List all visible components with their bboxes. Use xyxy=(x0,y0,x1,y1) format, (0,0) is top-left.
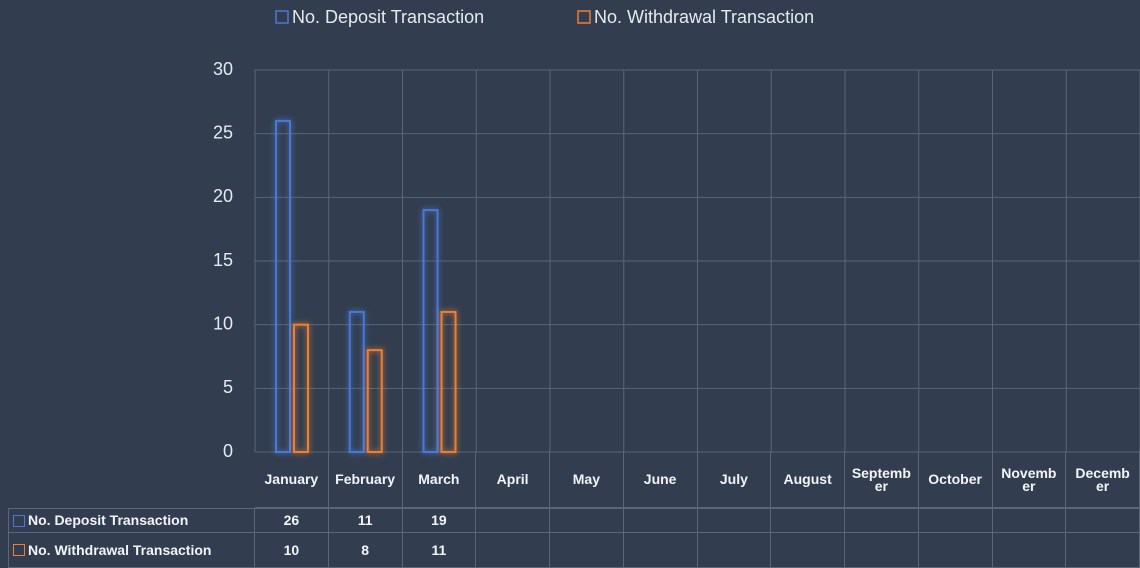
table-value xyxy=(771,508,845,533)
y-tick-label: 15 xyxy=(213,250,233,270)
table-category: December xyxy=(1066,452,1140,508)
table-value xyxy=(918,533,993,568)
table-value: 10 xyxy=(255,533,329,568)
table-category: October xyxy=(918,452,993,508)
table-value xyxy=(623,508,698,533)
table-series-name: No. Deposit Transaction xyxy=(28,512,189,528)
legend-label: No. Deposit Transaction xyxy=(292,7,484,27)
table-row-label: No. Deposit Transaction xyxy=(8,508,255,533)
table-value xyxy=(845,533,919,568)
y-tick-label: 30 xyxy=(213,59,233,79)
y-tick-label: 20 xyxy=(213,186,233,206)
table-category: April xyxy=(476,452,550,508)
table-category: January xyxy=(255,452,329,508)
bar xyxy=(422,209,439,453)
table-swatch xyxy=(13,514,25,527)
legend-swatch xyxy=(577,10,591,24)
bar xyxy=(293,323,309,453)
table-value xyxy=(697,533,772,568)
table-category: November xyxy=(992,452,1067,508)
table-category: March xyxy=(402,452,477,508)
table-value xyxy=(476,533,550,568)
table-value xyxy=(476,508,550,533)
table-value xyxy=(550,508,624,533)
table-value xyxy=(550,533,624,568)
table-category: May xyxy=(550,452,624,508)
table-value xyxy=(771,533,845,568)
table-row-label: No. Withdrawal Transaction xyxy=(8,533,255,568)
table-value: 19 xyxy=(402,508,477,533)
y-tick-label: 10 xyxy=(213,313,233,333)
table-swatch xyxy=(13,544,25,556)
table-value xyxy=(992,533,1067,568)
bar xyxy=(275,119,291,454)
table-value xyxy=(1066,533,1140,568)
table-value: 11 xyxy=(402,533,477,568)
y-tick-label: 25 xyxy=(213,122,233,142)
table-category: June xyxy=(623,452,698,508)
y-tick-label: 0 xyxy=(223,441,233,461)
table-value: 11 xyxy=(328,508,403,533)
table-category: September xyxy=(845,452,919,508)
bar xyxy=(348,310,365,453)
table-series-name: No. Withdrawal Transaction xyxy=(28,541,212,558)
y-tick-label: 5 xyxy=(223,377,233,397)
table-value: 8 xyxy=(328,533,403,568)
legend-swatch xyxy=(275,10,289,24)
table-value xyxy=(1066,508,1140,533)
table-value: 26 xyxy=(255,508,329,533)
legend-label: No. Withdrawal Transaction xyxy=(594,7,814,27)
table-category: July xyxy=(697,452,772,508)
bar xyxy=(366,349,383,453)
table-value xyxy=(845,508,919,533)
table-category: August xyxy=(771,452,845,508)
table-value xyxy=(697,508,772,533)
bar xyxy=(440,310,457,453)
table-value xyxy=(992,508,1067,533)
table-value xyxy=(623,533,698,568)
table-category: February xyxy=(328,452,403,508)
table-value xyxy=(918,508,993,533)
